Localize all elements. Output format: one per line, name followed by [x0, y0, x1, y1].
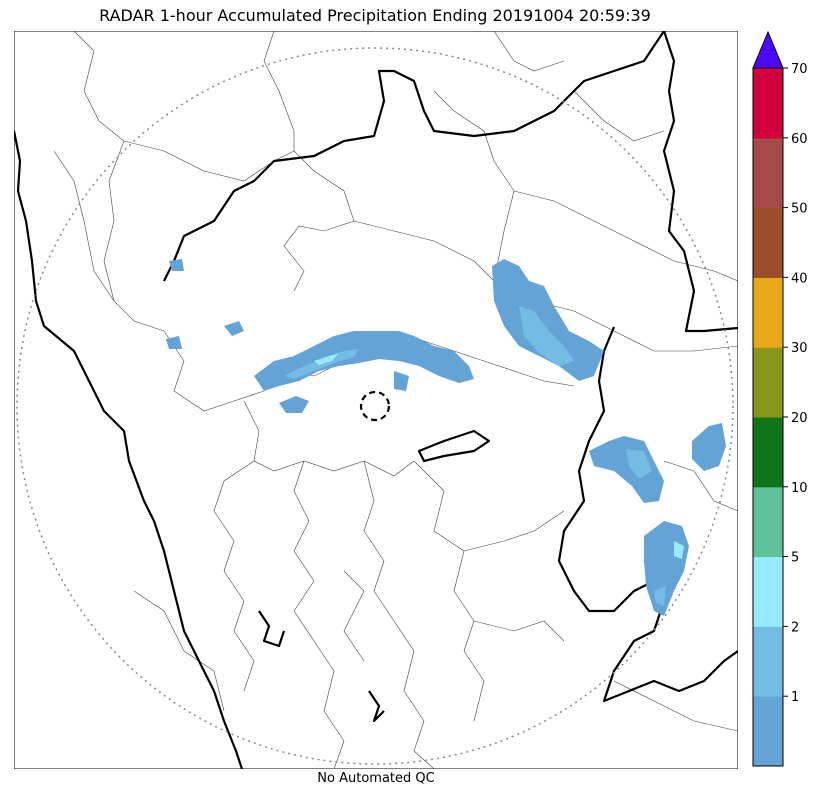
colorbar-tick-label: 40 [791, 271, 808, 286]
precip-scatter-e [166, 336, 182, 349]
precip-colorbar: 1 2 5 10 20 30 40 50 60 70 [752, 30, 808, 767]
colorbar-tick-label: 30 [791, 341, 808, 356]
colorbar-tick-label: 2 [791, 620, 799, 635]
precip-scatter-a [224, 321, 244, 336]
colorbar-segment [753, 486, 783, 558]
colorbar-tick-label: 50 [791, 202, 808, 217]
precip-scatter-b [279, 396, 309, 413]
precip-east-cell-a [589, 436, 664, 503]
colorbar-tick-label: 1 [791, 690, 799, 705]
state-boundaries [14, 31, 738, 769]
colorbar-segment [753, 207, 783, 278]
radar-range-ring [16, 47, 734, 765]
colorbar-tick-label: 5 [791, 551, 799, 566]
precip-northeast-core [519, 306, 574, 366]
colorbar-segment [753, 277, 783, 348]
colorbar-tick-label: 10 [791, 481, 808, 496]
precip-central-band-high [314, 353, 339, 365]
precip-scatter-f [654, 586, 666, 606]
map-frame [14, 31, 738, 769]
chart-title: RADAR 1-hour Accumulated Precipitation E… [99, 6, 651, 25]
colorbar-over-arrow [752, 30, 784, 69]
colorbar-segment [753, 626, 783, 697]
colorbar-segment [753, 417, 783, 488]
colorbar-segment [753, 556, 783, 627]
colorbar-tick-label: 20 [791, 411, 808, 426]
precip-scatter-d [169, 259, 184, 271]
colorbar-segment [753, 68, 783, 139]
precip-east-core-a [626, 449, 652, 479]
qc-footer: No Automated QC [317, 771, 435, 786]
precip-southeast-core [674, 541, 684, 559]
precipitation-echoes [166, 259, 726, 616]
colorbar-segment [753, 696, 783, 767]
radar-map[interactable] [14, 31, 738, 769]
precip-scatter-c [394, 371, 409, 391]
precip-central-band [254, 331, 474, 391]
precip-northeast-cell [492, 259, 604, 381]
colorbar-segment [753, 347, 783, 418]
colorbar-tick-label: 60 [791, 132, 808, 147]
colorbar-tick-label: 70 [791, 62, 808, 77]
precip-east-cell-b [692, 423, 726, 471]
colorbar-segment [753, 137, 783, 209]
